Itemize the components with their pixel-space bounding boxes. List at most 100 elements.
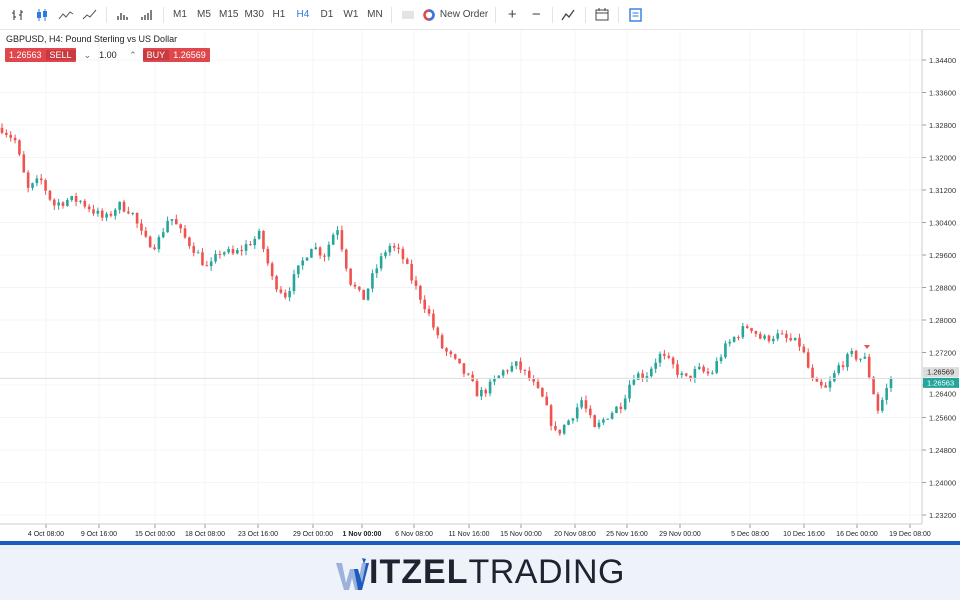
buy-button[interactable]: BUY 1.26569 bbox=[142, 48, 210, 62]
x-tick-label: 16 Dec 00:00 bbox=[836, 531, 878, 538]
area-chart-icon[interactable] bbox=[78, 4, 102, 26]
candle bbox=[880, 397, 884, 413]
candle-body bbox=[70, 196, 74, 201]
candle bbox=[671, 356, 675, 369]
candlestick-icon[interactable] bbox=[30, 4, 54, 26]
candle-body bbox=[798, 337, 801, 347]
timeframe-m30[interactable]: M30 bbox=[244, 9, 264, 20]
candle-body bbox=[61, 202, 65, 206]
x-tick-label: 15 Oct 00:00 bbox=[135, 531, 175, 538]
candle bbox=[423, 295, 427, 314]
candle-body bbox=[828, 381, 832, 388]
candle bbox=[815, 376, 819, 382]
candle bbox=[806, 348, 810, 369]
candle-body bbox=[667, 355, 671, 358]
journal-icon[interactable] bbox=[623, 4, 647, 26]
candle bbox=[196, 249, 200, 254]
timeframe-m15[interactable]: M15 bbox=[219, 9, 239, 20]
x-tick-label: 23 Oct 16:00 bbox=[238, 531, 278, 538]
timeframe-mn[interactable]: MN bbox=[367, 9, 383, 20]
price-chart[interactable]: 1.34400 1.33600 1.32800 1.32000 1.31200 1.304… bbox=[0, 30, 960, 541]
x-tick-label: 25 Nov 16:00 bbox=[606, 531, 648, 538]
candle-body bbox=[658, 353, 662, 363]
candle bbox=[244, 239, 248, 256]
timeframe-h1[interactable]: H1 bbox=[272, 9, 286, 20]
candle-body bbox=[789, 338, 793, 341]
candle-body bbox=[619, 406, 623, 410]
calendar-icon[interactable] bbox=[590, 4, 614, 26]
volume-icon[interactable] bbox=[111, 4, 135, 26]
candle-body bbox=[889, 378, 893, 388]
zoom-in-button[interactable]: + bbox=[507, 6, 517, 23]
timeframe-h4[interactable]: H4 bbox=[296, 9, 310, 20]
candle-body bbox=[606, 418, 610, 420]
volume-down-icon[interactable]: ⌄ bbox=[83, 49, 92, 60]
candle-body bbox=[87, 206, 91, 210]
candle-body bbox=[815, 378, 819, 382]
timeframe-w1[interactable]: W1 bbox=[343, 9, 359, 20]
candle-body bbox=[453, 354, 457, 359]
footer: ITZEL TRADING bbox=[0, 545, 960, 600]
candle bbox=[593, 414, 596, 428]
candle-body bbox=[222, 252, 226, 255]
candle bbox=[44, 178, 47, 195]
candle bbox=[57, 198, 60, 210]
candle-body bbox=[105, 213, 108, 218]
candle-body bbox=[602, 419, 605, 423]
candle-body bbox=[737, 336, 740, 338]
new-order-button[interactable]: New Order bbox=[420, 4, 491, 26]
candle-body bbox=[697, 366, 701, 370]
zoom-out-button[interactable]: − bbox=[531, 6, 541, 23]
one-click-trading-icon[interactable] bbox=[396, 4, 420, 26]
volume-up-icon[interactable]: ⌃ bbox=[129, 49, 137, 60]
candle bbox=[109, 210, 113, 218]
logo-light: TRADING bbox=[468, 553, 625, 591]
candle-body bbox=[527, 370, 531, 380]
candle-body bbox=[214, 254, 217, 262]
candle bbox=[275, 274, 278, 293]
candle bbox=[188, 236, 191, 249]
candle-body bbox=[410, 263, 413, 281]
candle bbox=[532, 375, 535, 386]
line-chart-icon[interactable] bbox=[54, 4, 78, 26]
y-tick-label: 1.28800 bbox=[929, 284, 956, 293]
candle bbox=[567, 419, 570, 426]
candle bbox=[719, 354, 723, 364]
volume-input[interactable]: 1.00 bbox=[99, 50, 117, 60]
candle-body bbox=[179, 224, 182, 229]
candle-body bbox=[480, 389, 483, 397]
x-tick-label: 20 Nov 08:00 bbox=[554, 531, 596, 538]
candle-body bbox=[571, 418, 575, 421]
candle-body bbox=[750, 328, 753, 332]
timeframe-m5[interactable]: M5 bbox=[197, 9, 211, 20]
candle-body bbox=[432, 313, 435, 328]
timeframe-m1[interactable]: M1 bbox=[173, 9, 187, 20]
indicators-icon[interactable] bbox=[557, 4, 581, 26]
candle bbox=[776, 329, 779, 342]
candle-body bbox=[880, 399, 884, 411]
candle-body bbox=[114, 209, 117, 216]
volume-bars-icon[interactable] bbox=[135, 4, 159, 26]
candle bbox=[161, 227, 165, 239]
sell-button[interactable]: 1.26563 SELL bbox=[5, 48, 76, 62]
candle-body bbox=[31, 183, 34, 188]
candle-body bbox=[13, 137, 17, 141]
candle-body bbox=[344, 249, 348, 269]
x-tick-label: 11 Nov 16:00 bbox=[448, 531, 489, 538]
candle bbox=[336, 226, 339, 240]
bar-chart-icon[interactable] bbox=[6, 4, 30, 26]
candle bbox=[179, 223, 182, 234]
candle bbox=[405, 257, 409, 265]
candle-body bbox=[153, 247, 156, 250]
candle-body bbox=[562, 424, 566, 434]
candle-body bbox=[161, 232, 165, 238]
timeframe-d1[interactable]: D1 bbox=[320, 9, 334, 20]
candle-body bbox=[26, 172, 30, 188]
candle-body bbox=[763, 335, 766, 339]
y-tick-label: 1.31200 bbox=[929, 186, 956, 195]
candle bbox=[375, 264, 379, 278]
candle bbox=[506, 369, 509, 375]
candle-body bbox=[96, 210, 100, 214]
candle bbox=[305, 257, 309, 261]
x-tick-label: 19 Dec 08:00 bbox=[889, 531, 931, 538]
